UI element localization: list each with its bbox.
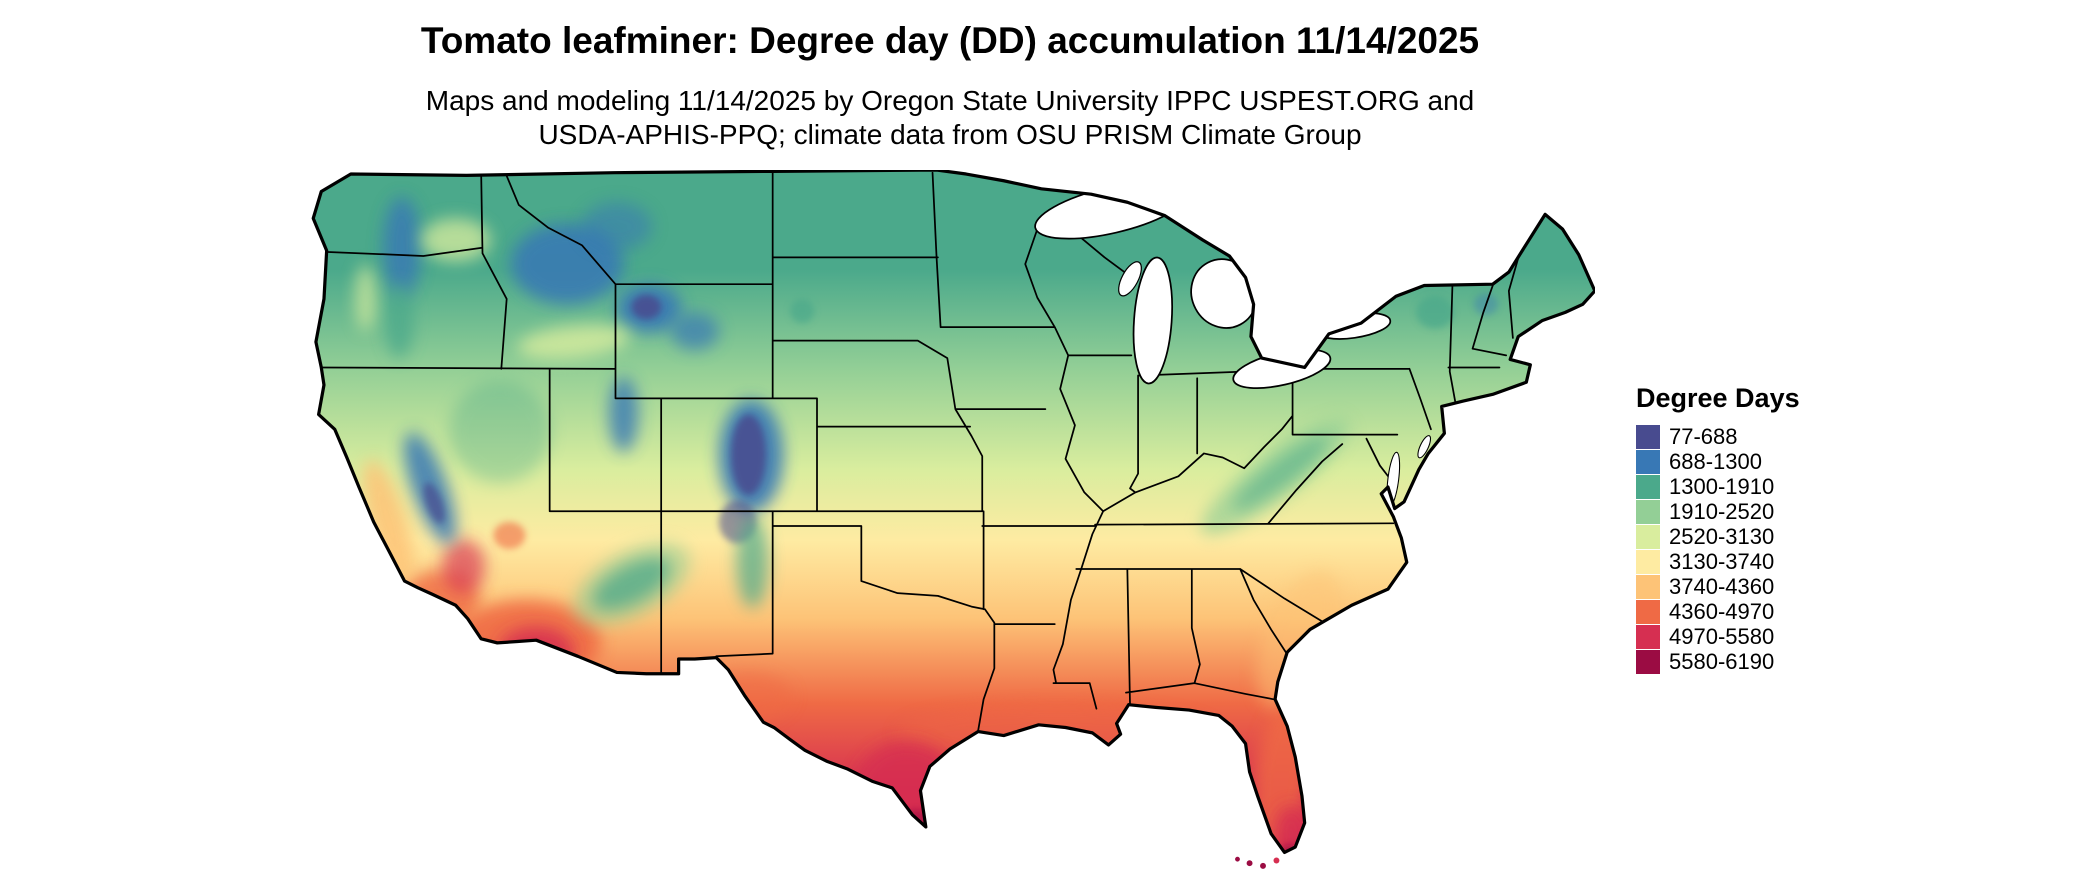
legend-range-label: 4970-5580 xyxy=(1669,623,1775,649)
legend-item: 77-688 xyxy=(1636,424,1800,449)
legend-item: 4360-4970 xyxy=(1636,599,1800,624)
legend-color-swatch xyxy=(1636,499,1660,524)
legend-color-swatch xyxy=(1636,549,1660,574)
lake-michigan xyxy=(1132,256,1173,385)
legend-item: 4970-5580 xyxy=(1636,624,1800,649)
map-subtitle-line2: USDA-APHIS-PPQ; climate data from OSU PR… xyxy=(538,119,1362,150)
legend-item: 3740-4360 xyxy=(1636,574,1800,599)
legend-color-swatch xyxy=(1636,624,1660,649)
legend-range-label: 3130-3740 xyxy=(1669,548,1775,574)
legend-color-swatch xyxy=(1636,424,1660,449)
legend-range-label: 1300-1910 xyxy=(1669,473,1775,499)
legend-color-swatch xyxy=(1636,474,1660,499)
title-block: Tomato leafminer: Degree day (DD) accumu… xyxy=(280,18,1620,64)
legend-item: 5580-6190 xyxy=(1636,649,1800,674)
legend-color-swatch xyxy=(1636,649,1660,674)
legend-items: 77-688 688-1300 1300-1910 1910-2520 2520-313… xyxy=(1636,424,1800,674)
legend-range-label: 4360-4970 xyxy=(1669,598,1775,624)
legend-color-swatch xyxy=(1636,574,1660,599)
legend-item: 1300-1910 xyxy=(1636,474,1800,499)
map-fill-layer xyxy=(313,170,1595,853)
legend: Degree Days 77-688 688-1300 1300-1910 1910-… xyxy=(1636,383,1800,674)
green-bay xyxy=(1118,261,1142,297)
us-degree-day-map xyxy=(305,170,1595,882)
legend-color-swatch xyxy=(1636,524,1660,549)
legend-range-label: 688-1300 xyxy=(1669,448,1762,474)
legend-range-label: 5580-6190 xyxy=(1669,648,1775,674)
legend-item: 3130-3740 xyxy=(1636,549,1800,574)
map-subtitle: Maps and modeling 11/14/2025 by Oregon S… xyxy=(280,84,1620,152)
legend-range-label: 3740-4360 xyxy=(1669,573,1775,599)
legend-color-swatch xyxy=(1636,449,1660,474)
legend-range-label: 1910-2520 xyxy=(1669,498,1775,524)
warm-valley-overlays xyxy=(354,218,630,584)
legend-item: 688-1300 xyxy=(1636,449,1800,474)
legend-title: Degree Days xyxy=(1636,383,1800,413)
us-map-svg xyxy=(311,170,1595,869)
delaware-bay xyxy=(1417,435,1432,459)
legend-item: 1910-2520 xyxy=(1636,499,1800,524)
us-outline xyxy=(311,170,1595,855)
map-title: Tomato leafminer: Degree day (DD) accumu… xyxy=(420,20,1480,61)
legend-color-swatch xyxy=(1636,599,1660,624)
state-borders xyxy=(321,171,1521,732)
legend-range-label: 77-688 xyxy=(1669,423,1738,449)
legend-item: 2520-3130 xyxy=(1636,524,1800,549)
low-degree-day-mountain-overlays xyxy=(383,196,1499,626)
map-subtitle-line1: Maps and modeling 11/14/2025 by Oregon S… xyxy=(425,85,1475,116)
legend-range-label: 2520-3130 xyxy=(1669,523,1775,549)
florida-keys xyxy=(1235,856,1280,869)
